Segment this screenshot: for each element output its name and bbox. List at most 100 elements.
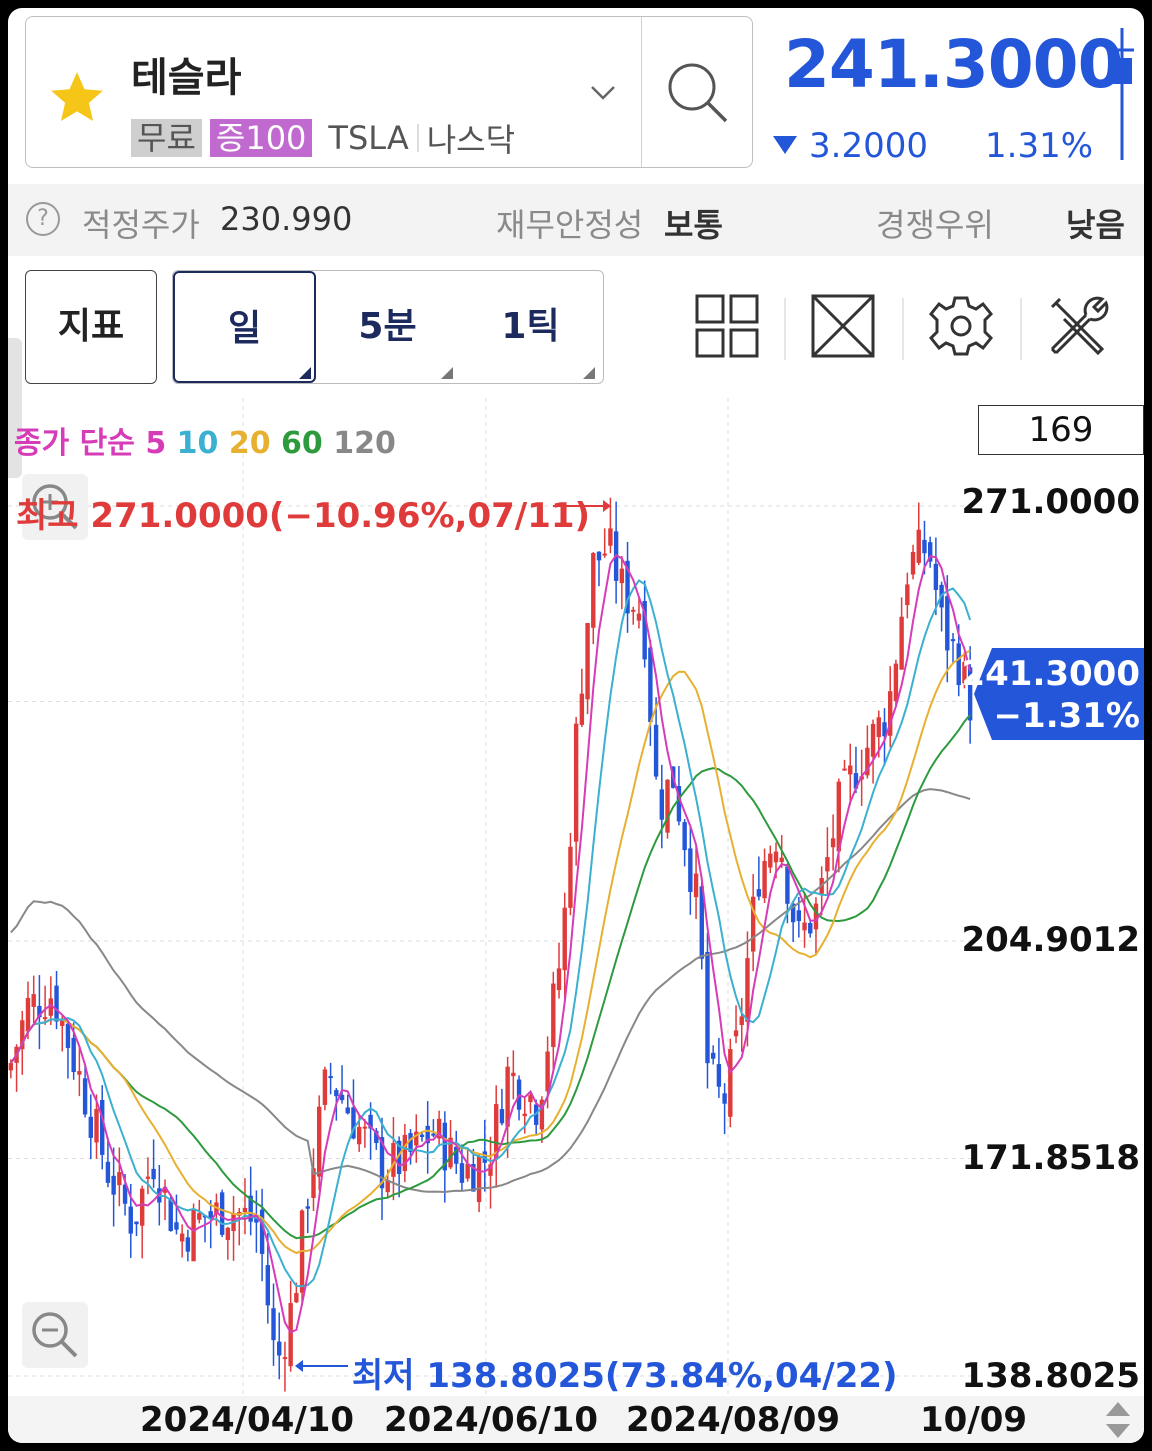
candle-body xyxy=(528,1095,533,1103)
candle-body xyxy=(551,983,556,1048)
candle-body xyxy=(488,1164,493,1176)
candle-body xyxy=(362,1126,368,1129)
layout-grid-icon[interactable] xyxy=(694,293,760,359)
candle-body xyxy=(368,1114,373,1129)
fair-price-label: 적정주가 xyxy=(82,206,200,244)
candle-body xyxy=(842,768,847,771)
candle-body xyxy=(522,1113,527,1117)
x-axis: 2024/04/10 2024/06/10 2024/08/09 10/09 xyxy=(8,1396,1144,1443)
candle-body xyxy=(356,1126,362,1145)
fundamentals-bar: ? 적정주가 230.990 재무안정성 보통 경쟁우위 낮음 xyxy=(8,184,1144,256)
settings-icon[interactable] xyxy=(928,293,994,359)
candle-body xyxy=(494,1104,499,1158)
fullscreen-icon[interactable] xyxy=(810,293,876,359)
candle-body xyxy=(619,568,625,584)
low-arrowhead xyxy=(295,1360,303,1372)
price-chart[interactable] xyxy=(8,398,1144,1443)
candle-body xyxy=(294,1293,299,1303)
candle-body xyxy=(808,923,813,934)
divider xyxy=(784,298,786,360)
candle-body xyxy=(139,1188,145,1226)
indicator-button[interactable]: 지표 xyxy=(25,270,157,384)
stability-value: 보통 xyxy=(664,206,723,244)
stability-label: 재무안정성 xyxy=(496,206,644,244)
candle-body xyxy=(568,846,573,908)
candle-body xyxy=(916,529,921,563)
stock-selector[interactable]: 테슬라 무료 증100 TSLA 나스닥 xyxy=(25,16,753,168)
chevron-down-icon[interactable] xyxy=(588,77,618,107)
candle-body xyxy=(134,1221,139,1225)
visible-count-box[interactable]: 169 xyxy=(978,405,1144,455)
y-axis-label: 204.9012 xyxy=(961,920,1140,960)
candle-body xyxy=(322,1069,328,1105)
candle-body xyxy=(945,596,950,651)
candle-body xyxy=(94,1108,99,1143)
period-selector: 일 5분 1틱 xyxy=(172,270,604,384)
legend-ma10: 10 xyxy=(176,426,219,461)
scroll-arrows-icon[interactable] xyxy=(1104,1400,1132,1440)
candle-body xyxy=(545,1051,550,1092)
candle-body xyxy=(716,1064,722,1087)
candle-body xyxy=(750,896,756,952)
divider xyxy=(902,298,904,360)
candle-body xyxy=(471,1164,476,1192)
candle-body xyxy=(179,1233,185,1242)
candle-body xyxy=(499,1109,505,1124)
x-axis-label: 2024/06/10 xyxy=(384,1400,599,1440)
candle-body xyxy=(185,1237,191,1252)
candle-body xyxy=(259,1209,265,1254)
candle-body xyxy=(922,539,927,554)
period-day[interactable]: 일 xyxy=(173,271,316,383)
period-5min[interactable]: 5분 xyxy=(358,306,417,347)
candle-body xyxy=(425,1125,430,1144)
candle-body xyxy=(933,563,939,590)
divider xyxy=(416,124,419,152)
app-screen: 테슬라 무료 증100 TSLA 나스닥 241.3000 3.2000 1.3… xyxy=(8,8,1144,1443)
side-panel-handle[interactable] xyxy=(8,338,22,478)
help-icon[interactable]: ? xyxy=(26,202,60,236)
candle-body xyxy=(802,922,807,931)
period-tick[interactable]: 1틱 xyxy=(501,306,560,347)
legend-ma60: 60 xyxy=(281,426,323,461)
candle-body xyxy=(956,643,961,686)
candle-body xyxy=(448,1137,453,1168)
search-icon xyxy=(668,63,728,123)
candle-body xyxy=(374,1130,379,1143)
candle-body xyxy=(334,1090,339,1097)
candle-body xyxy=(25,997,31,1032)
ticker: TSLA xyxy=(328,119,409,157)
candle-body xyxy=(573,723,579,842)
candle-body xyxy=(122,1184,128,1204)
candle-body xyxy=(739,1016,744,1026)
candle-body xyxy=(408,1133,413,1152)
competition-label: 경쟁우위 xyxy=(876,206,994,244)
candle-body xyxy=(865,747,870,776)
candle-body xyxy=(728,1049,733,1117)
zoom-out-button[interactable] xyxy=(22,1302,88,1368)
candle-body xyxy=(328,1076,333,1079)
candle-body xyxy=(482,1151,487,1163)
candle-body xyxy=(745,958,750,1022)
candle-body xyxy=(905,584,910,606)
candle-body xyxy=(419,1134,425,1138)
candle-body xyxy=(42,1017,48,1020)
tools-icon[interactable] xyxy=(1046,293,1112,359)
candle-body xyxy=(625,560,630,614)
candle-body xyxy=(962,661,967,684)
candle-body xyxy=(174,1222,179,1230)
legend-ma5: 5 xyxy=(145,426,167,461)
candle-body xyxy=(117,1172,122,1186)
candle-body xyxy=(20,1020,25,1050)
candle-body xyxy=(191,1208,196,1262)
stock-name: 테슬라 xyxy=(131,55,242,101)
candle-body xyxy=(927,542,933,562)
x-axis-label: 2024/04/10 xyxy=(140,1400,355,1440)
search-button[interactable] xyxy=(641,17,753,167)
candle-body xyxy=(699,886,704,959)
current-price-tag: 241.3000 −1.31% xyxy=(961,648,1144,740)
zoom-in-button[interactable] xyxy=(22,474,88,540)
candle-body xyxy=(385,1179,390,1193)
candle-body xyxy=(197,1213,202,1220)
star-icon[interactable] xyxy=(46,67,108,129)
change-percent: 1.31% xyxy=(985,126,1094,166)
